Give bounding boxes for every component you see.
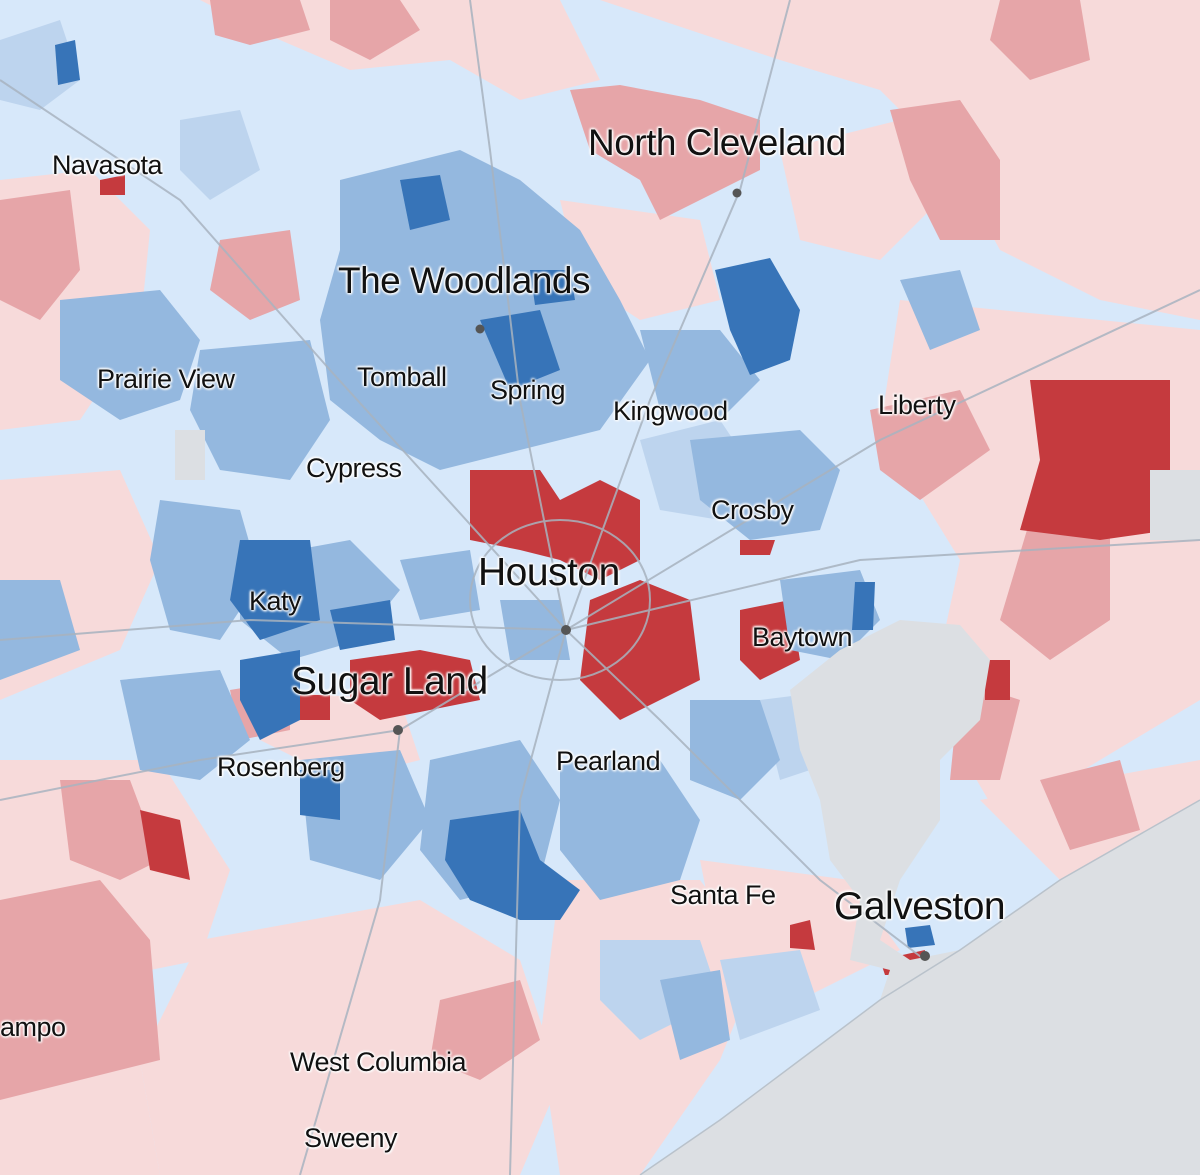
city-label-ampo: ampo bbox=[0, 1012, 66, 1042]
city-label-liberty: Liberty bbox=[878, 390, 956, 420]
city-dots bbox=[393, 188, 930, 961]
city-label-spring: Spring bbox=[490, 375, 566, 405]
galveston-dot bbox=[920, 951, 930, 961]
city-label-pearland: Pearland bbox=[556, 746, 661, 776]
houston-dot bbox=[561, 625, 571, 635]
galveston-bay bbox=[640, 620, 1200, 1175]
edge-block-east bbox=[1150, 470, 1200, 540]
city-label-baytown: Baytown bbox=[752, 622, 853, 652]
edge-block-west bbox=[175, 430, 205, 480]
city-label-santa-fe: Santa Fe bbox=[670, 880, 776, 910]
city-label-crosby: Crosby bbox=[711, 495, 794, 525]
city-label-kingwood: Kingwood bbox=[613, 396, 728, 426]
city-label-sugar-land: Sugar Land bbox=[291, 660, 488, 703]
dark-blue-precincts bbox=[55, 40, 935, 948]
city-label-sweeny: Sweeny bbox=[304, 1123, 398, 1153]
city-label-west-columbia: West Columbia bbox=[290, 1047, 467, 1077]
city-label-rosenberg: Rosenberg bbox=[217, 752, 345, 782]
city-label-cypress: Cypress bbox=[306, 453, 402, 483]
city-label-katy: Katy bbox=[249, 586, 302, 616]
city-label-navasota: Navasota bbox=[52, 150, 163, 180]
city-label-north-cleveland: North Cleveland bbox=[588, 122, 846, 163]
city-label-tomball: Tomball bbox=[357, 362, 447, 392]
city-label-the-woodlands: The Woodlands bbox=[338, 260, 590, 301]
city-label-houston: Houston bbox=[478, 551, 620, 594]
north-cleveland-dot bbox=[732, 188, 742, 198]
city-label-prairie-view: Prairie View bbox=[97, 364, 235, 394]
the-woodlands-dot bbox=[475, 324, 485, 334]
city-label-galveston: Galveston bbox=[834, 885, 1006, 928]
sugar-land-dot bbox=[393, 725, 403, 735]
gulf-shoreline bbox=[639, 799, 1200, 1175]
